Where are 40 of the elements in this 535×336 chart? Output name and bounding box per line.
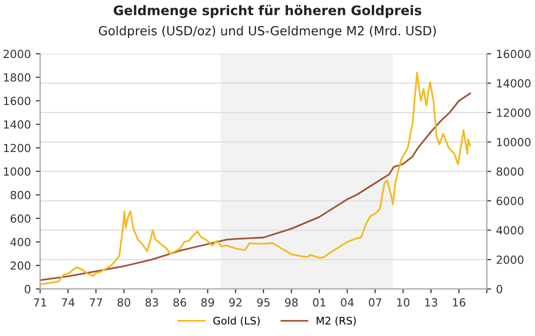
y2-tick-label: 16000 — [497, 50, 530, 58]
x-tick-label: 01 — [312, 298, 326, 307]
y2-tick-label: 10000 — [497, 138, 530, 146]
x-tick-label: 16 — [453, 298, 466, 307]
x-tick-label: 86 — [173, 298, 186, 307]
y-tick-label: 1600 — [4, 96, 30, 106]
x-tick-label: 80 — [118, 298, 130, 307]
chart-subtitle: Goldpreis (USD/oz) und US-Geldmenge M2 (Mrd. USD) — [98, 26, 436, 38]
y2-tick-label: 4000 — [496, 226, 524, 235]
y-tick-label: 1400 — [4, 120, 30, 129]
x-tick-label: 07 — [368, 298, 382, 307]
x-tick-label: 10 — [397, 298, 410, 307]
y2-tick-label: 14000 — [497, 79, 530, 88]
y-tick-label: 1000 — [4, 167, 30, 176]
x-tick-label: 95 — [257, 298, 270, 307]
y-tick-label: 0 — [24, 284, 30, 294]
y-tick-label: 600 — [10, 214, 30, 223]
y-tick-label: 2000 — [4, 50, 30, 58]
x-tick-label: 74 — [62, 298, 74, 306]
x-tick-label: 71 — [34, 298, 46, 306]
chart-title: Geldmenge spricht für höheren Goldpreis — [114, 4, 422, 18]
x-tick-label: 83 — [145, 298, 158, 307]
y2-tick-label: 8000 — [496, 167, 524, 176]
y-tick-label: 200 — [10, 261, 30, 270]
y-tick-label: 1800 — [4, 73, 30, 82]
x-tick-label: 98 — [285, 298, 298, 307]
x-tick-label: 77 — [90, 298, 102, 306]
y2-tick-label: 0 — [496, 284, 502, 294]
x-tick-label: 04 — [340, 298, 354, 307]
y2-tick-label: 2000 — [496, 256, 524, 264]
y-tick-label: 1200 — [4, 144, 30, 152]
y2-tick-label: 6000 — [496, 196, 524, 206]
x-tick-label: 13 — [425, 298, 438, 307]
legend-label: M2 (RS) — [316, 316, 356, 326]
y2-tick-label: 12000 — [497, 108, 530, 117]
x-tick-label: 89 — [201, 298, 214, 307]
x-tick-label: 92 — [229, 298, 242, 307]
y-tick-label: 400 — [10, 238, 30, 246]
y-tick-label: 800 — [10, 190, 30, 200]
legend-label: Gold (LS) — [213, 316, 260, 326]
